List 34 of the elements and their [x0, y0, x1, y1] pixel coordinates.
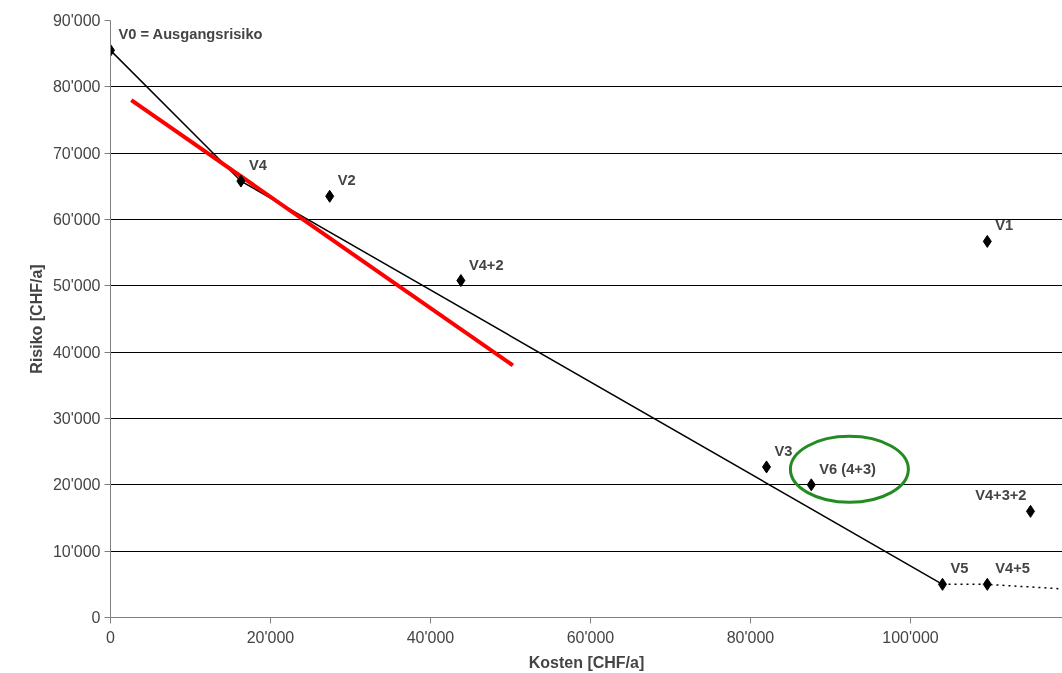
annotation: V4+5	[995, 560, 1030, 577]
point	[982, 234, 992, 248]
x-tick-label: 0	[106, 628, 116, 646]
x-tick-label: 20'000	[246, 628, 295, 646]
y-tick-label: 0	[91, 609, 101, 626]
x-tick-label: 100'000	[882, 628, 939, 646]
point	[456, 274, 466, 288]
y-tick-label: 60'000	[52, 211, 101, 228]
y-tick-label: 20'000	[52, 476, 101, 494]
annotation: V2	[337, 172, 356, 189]
point	[806, 478, 816, 492]
y-tick-label: 80'000	[52, 78, 101, 96]
x-tick-label: 80'000	[726, 628, 775, 646]
point	[236, 174, 246, 188]
annotation: V1	[995, 217, 1014, 234]
y-tick-label: 30'000	[52, 410, 101, 427]
annotation: V0 = Ausgangsrisiko	[118, 26, 263, 43]
y-tick-label: 70'000	[52, 144, 101, 162]
x-axis-title: Kosten [CHF/a]	[528, 653, 645, 671]
annotation: V4	[248, 157, 268, 174]
annotation: V6 (4+3)	[819, 460, 877, 477]
annotation: V4+2	[468, 256, 504, 273]
annotation: V5	[950, 560, 969, 577]
annotation: V4+3+2	[975, 487, 1027, 504]
y-tick-label: 10'000	[52, 542, 101, 560]
point	[325, 189, 335, 203]
y-axis-title: Risiko [CHF/a]	[27, 264, 45, 374]
point	[982, 577, 992, 591]
x-tick-label: 40'000	[406, 628, 455, 646]
y-tick-label: 90'000	[52, 12, 101, 29]
y-tick-label: 40'000	[52, 343, 101, 361]
y-tick-label: 50'000	[52, 277, 101, 295]
annotation: V3	[774, 442, 793, 459]
x-tick-label: 60'000	[566, 628, 615, 646]
